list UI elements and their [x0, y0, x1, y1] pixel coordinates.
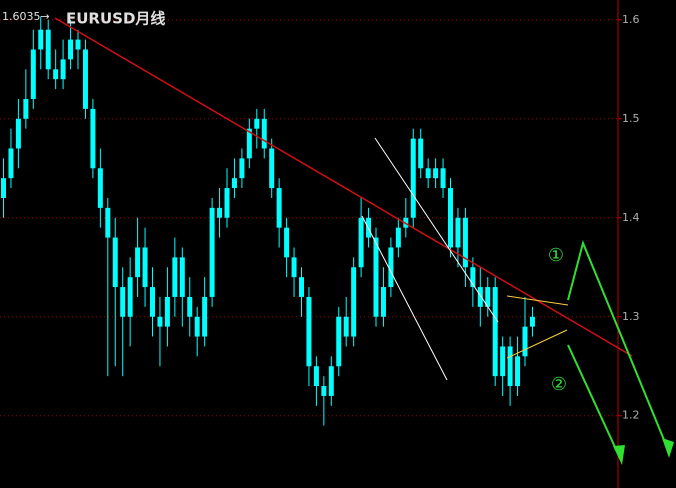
- candle-body: [164, 296, 170, 327]
- candle-body: [388, 247, 394, 288]
- triangle-line: [506, 329, 568, 359]
- candle-body: [157, 316, 163, 327]
- y-tick-label: 1.3: [622, 310, 640, 323]
- candle-body: [239, 158, 245, 179]
- candle-body: [425, 168, 431, 179]
- candle-body: [246, 128, 252, 159]
- candle-body: [284, 227, 290, 258]
- candle-body: [328, 366, 334, 396]
- annotation: ②: [551, 374, 567, 395]
- candle-body: [515, 356, 521, 387]
- candle-body: [291, 257, 297, 278]
- y-tick-label: 1.6: [622, 13, 640, 26]
- candle-body: [90, 108, 96, 169]
- candle-body: [306, 296, 312, 367]
- candle-body: [254, 118, 260, 129]
- candle-body: [45, 29, 51, 70]
- arrowhead: [613, 445, 625, 465]
- candle-body: [23, 98, 29, 119]
- candle-body: [321, 386, 327, 396]
- candle-body: [343, 316, 349, 337]
- scenario-arrow: [567, 239, 670, 453]
- candle-body: [276, 188, 282, 228]
- scenario-arrow: [567, 344, 621, 459]
- candle-body: [373, 237, 379, 317]
- candle-body: [269, 148, 275, 189]
- candle-body: [75, 39, 81, 50]
- candle-body: [492, 287, 498, 377]
- chart-title: EURUSD月线: [66, 10, 165, 28]
- channel-line: [374, 137, 499, 323]
- candle-body: [142, 247, 148, 288]
- candle-body: [202, 296, 208, 337]
- candle-body: [135, 247, 141, 278]
- candle-body: [358, 217, 364, 268]
- high-label: 1.6035→: [2, 10, 50, 23]
- candle-body: [38, 29, 44, 50]
- candle-body: [127, 277, 133, 317]
- candle-body: [470, 267, 476, 288]
- candles: [1, 16, 535, 426]
- arrowhead: [662, 438, 674, 458]
- candle-body: [209, 207, 215, 297]
- candle-body: [455, 217, 461, 248]
- candle-body: [448, 188, 453, 248]
- candle-body: [53, 69, 59, 80]
- candle-body: [15, 118, 21, 149]
- candle-body: [60, 59, 66, 80]
- candle-body: [8, 148, 14, 179]
- candle-body: [179, 257, 185, 297]
- candle-body: [418, 138, 424, 169]
- candle-body: [313, 366, 319, 387]
- candle-body: [351, 267, 357, 337]
- candle-body: [440, 168, 446, 189]
- candle-body: [500, 346, 506, 377]
- candle-body: [105, 207, 111, 238]
- candle-body: [30, 49, 36, 99]
- candle-body: [112, 237, 118, 288]
- candle-body: [395, 227, 401, 248]
- y-tick-label: 1.5: [622, 112, 640, 125]
- channel-line: [361, 215, 448, 381]
- candle-body: [194, 316, 200, 337]
- candle-body: [336, 316, 342, 367]
- candle-body: [1, 178, 6, 198]
- candle-body: [172, 257, 178, 297]
- candle-body: [68, 39, 74, 60]
- candle-body: [261, 118, 267, 149]
- candle-body: [433, 168, 439, 179]
- candle-body: [231, 178, 237, 189]
- candle-body: [410, 138, 416, 218]
- candle-body: [507, 346, 513, 387]
- candle-body: [224, 188, 230, 218]
- y-tick-label: 1.4: [622, 211, 640, 224]
- candle-body: [217, 207, 223, 218]
- candle-body: [82, 49, 88, 109]
- triangle-line: [506, 295, 569, 306]
- candle-body: [380, 287, 386, 317]
- candle-body: [97, 168, 103, 208]
- candle-body: [150, 287, 155, 317]
- y-tick-label: 1.2: [622, 409, 640, 422]
- candle-body: [485, 287, 491, 307]
- trend-line: [54, 17, 633, 357]
- candle-body: [462, 217, 468, 268]
- candle-body: [529, 316, 535, 327]
- candle-body: [522, 326, 528, 357]
- candle-body: [299, 277, 304, 297]
- candle-body: [120, 287, 126, 317]
- annotation: ①: [548, 245, 564, 266]
- candle-body: [477, 287, 483, 307]
- candle-body: [187, 296, 193, 317]
